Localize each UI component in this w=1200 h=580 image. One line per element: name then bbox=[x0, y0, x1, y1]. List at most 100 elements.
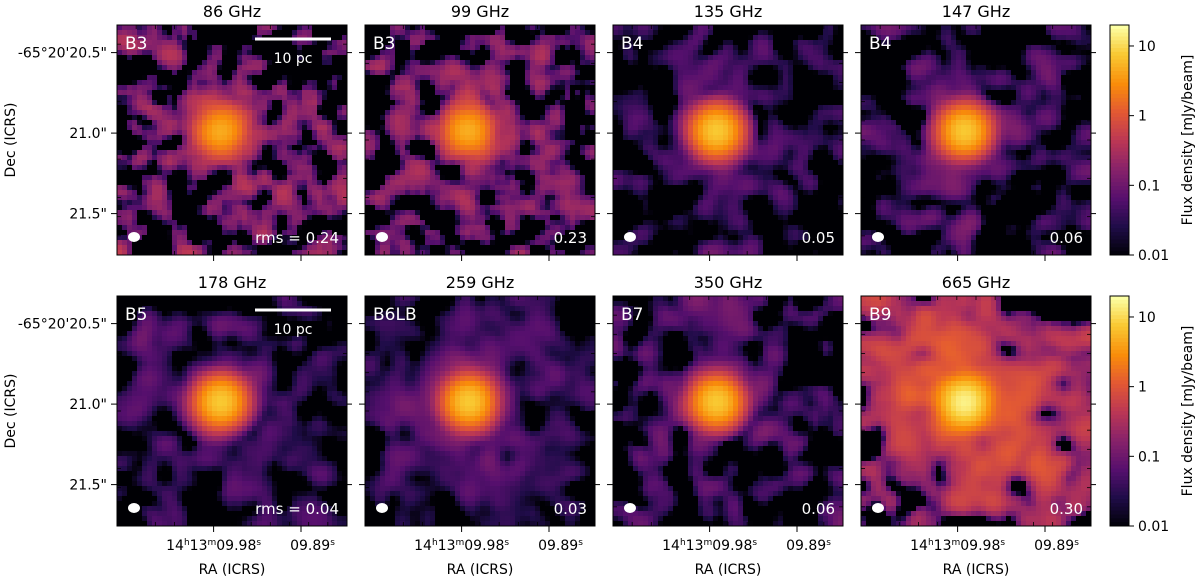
map-pixel bbox=[167, 150, 173, 156]
map-pixel bbox=[227, 30, 233, 36]
map-pixel bbox=[475, 150, 481, 156]
map-pixel bbox=[793, 45, 799, 51]
map-pixel bbox=[332, 60, 338, 66]
map-pixel bbox=[117, 95, 123, 101]
map-pixel bbox=[292, 150, 298, 156]
map-pixel bbox=[450, 135, 456, 141]
map-pixel bbox=[152, 235, 158, 241]
map-pixel bbox=[237, 130, 243, 136]
map-pixel bbox=[480, 30, 486, 36]
map-pixel bbox=[242, 220, 248, 226]
map-pixel bbox=[267, 150, 273, 156]
map-pixel bbox=[580, 40, 586, 46]
map-pixel bbox=[137, 100, 143, 106]
map-pixel bbox=[395, 170, 401, 176]
map-pixel bbox=[798, 50, 804, 56]
map-pixel bbox=[137, 35, 143, 41]
map-pixel bbox=[262, 40, 268, 46]
map-pixel bbox=[460, 170, 466, 176]
map-pixel bbox=[565, 45, 571, 51]
map-pixel bbox=[385, 40, 391, 46]
map-pixel bbox=[465, 50, 471, 56]
map-pixel bbox=[575, 70, 581, 76]
map-pixel bbox=[828, 50, 834, 56]
map-pixel bbox=[307, 235, 313, 241]
map-pixel bbox=[535, 135, 541, 141]
map-pixel bbox=[425, 240, 431, 246]
map-pixel bbox=[332, 205, 338, 211]
map-pixel bbox=[535, 215, 541, 221]
map-pixel bbox=[440, 250, 446, 256]
map-pixel bbox=[480, 190, 486, 196]
map-pixel bbox=[658, 90, 664, 96]
map-pixel bbox=[227, 150, 233, 156]
map-pixel bbox=[327, 240, 333, 246]
map-pixel bbox=[395, 55, 401, 61]
map-pixel bbox=[207, 150, 213, 156]
map-pixel bbox=[197, 140, 203, 146]
map-pixel bbox=[823, 60, 829, 66]
map-pixel bbox=[565, 235, 571, 241]
map-pixel bbox=[460, 130, 466, 136]
map-pixel bbox=[390, 165, 396, 171]
map-pixel bbox=[390, 155, 396, 161]
map-pixel bbox=[450, 150, 456, 156]
map-pixel bbox=[337, 155, 343, 161]
map-pixel bbox=[435, 130, 441, 136]
map-pixel bbox=[420, 75, 426, 81]
map-pixel bbox=[192, 60, 198, 66]
map-pixel bbox=[262, 225, 268, 231]
map-pixel bbox=[758, 90, 764, 96]
map-pixel bbox=[798, 65, 804, 71]
map-pixel bbox=[618, 75, 624, 81]
map-pixel bbox=[565, 110, 571, 116]
map-pixel bbox=[307, 205, 313, 211]
map-pixel bbox=[277, 240, 283, 246]
map-pixel bbox=[460, 235, 466, 241]
map-pixel bbox=[535, 175, 541, 181]
map-pixel bbox=[688, 55, 694, 61]
map-pixel bbox=[495, 160, 501, 166]
map-pixel bbox=[192, 70, 198, 76]
map-pixel bbox=[390, 205, 396, 211]
map-pixel bbox=[585, 80, 591, 86]
map-pixel bbox=[177, 105, 183, 111]
map-pixel bbox=[525, 65, 531, 71]
map-pixel bbox=[282, 130, 288, 136]
map-pixel bbox=[365, 190, 371, 196]
map-pixel bbox=[773, 35, 779, 41]
map-pixel bbox=[137, 225, 143, 231]
map-pixel bbox=[405, 115, 411, 121]
map-pixel bbox=[590, 55, 596, 61]
map-pixel bbox=[638, 80, 644, 86]
map-pixel bbox=[633, 80, 639, 86]
map-pixel bbox=[187, 45, 193, 51]
map-pixel bbox=[405, 130, 411, 136]
map-pixel bbox=[420, 145, 426, 151]
map-pixel bbox=[550, 60, 556, 66]
map-pixel bbox=[370, 40, 376, 46]
map-pixel bbox=[137, 50, 143, 56]
map-pixel bbox=[520, 60, 526, 66]
map-pixel bbox=[395, 100, 401, 106]
map-pixel bbox=[287, 120, 293, 126]
map-pixel bbox=[405, 250, 411, 256]
map-pixel bbox=[455, 70, 461, 76]
map-pixel bbox=[192, 105, 198, 111]
map-pixel bbox=[137, 155, 143, 161]
map-pixel bbox=[520, 130, 526, 136]
map-pixel bbox=[307, 180, 313, 186]
map-pixel bbox=[287, 235, 293, 241]
map-pixel bbox=[550, 45, 556, 51]
map-pixel bbox=[375, 50, 381, 56]
map-pixel bbox=[375, 85, 381, 91]
map-pixel bbox=[342, 30, 348, 36]
map-pixel bbox=[738, 35, 744, 41]
map-pixel bbox=[788, 90, 794, 96]
map-pixel bbox=[297, 150, 303, 156]
map-pixel bbox=[237, 115, 243, 121]
map-pixel bbox=[292, 190, 298, 196]
map-pixel bbox=[157, 60, 163, 66]
map-pixel bbox=[292, 95, 298, 101]
